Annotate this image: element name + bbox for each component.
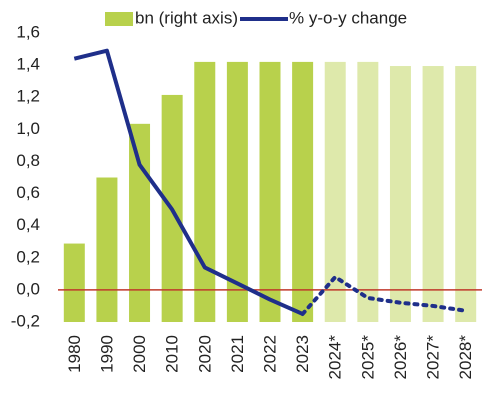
x-tick-label: 2021 [228, 335, 247, 373]
x-tick-label: 2025* [358, 335, 377, 380]
bar [194, 61, 216, 323]
y-tick-label: 0,6 [16, 183, 40, 202]
y-tick-label: 0,2 [16, 247, 40, 266]
x-tick-label: 2023 [293, 335, 312, 373]
bar [226, 61, 248, 323]
legend-label: % y-o-y change [289, 8, 407, 27]
x-tick-label: 2000 [130, 335, 149, 373]
x-tick-label: 1990 [97, 335, 116, 373]
x-tick-label: 2027* [424, 335, 443, 380]
x-tick-label: 1980 [65, 335, 84, 373]
bar [357, 61, 379, 323]
x-tick-label: 2028* [456, 335, 475, 380]
legend-swatch [105, 12, 133, 26]
y-tick-label: -0,2 [11, 311, 40, 330]
bar [455, 66, 477, 323]
x-tick-label: 2010 [163, 335, 182, 373]
x-tick-label: 2026* [391, 335, 410, 380]
bar [259, 61, 281, 323]
x-tick-label: 2020 [195, 335, 214, 373]
y-tick-label: 1,4 [16, 55, 40, 74]
bar [324, 61, 346, 323]
y-tick-label: 1,0 [16, 119, 40, 138]
legend-label: bn (right axis) [135, 8, 238, 27]
y-tick-label: 1,2 [16, 87, 40, 106]
bar [96, 177, 118, 322]
bar [422, 66, 444, 323]
x-tick-label: 2024* [326, 335, 345, 380]
bar [63, 243, 85, 322]
y-tick-label: 0,0 [16, 279, 40, 298]
y-tick-label: 0,4 [16, 215, 40, 234]
x-tick-label: 2022 [260, 335, 279, 373]
y-tick-label: 1,6 [16, 22, 40, 41]
bar [129, 123, 151, 322]
y-tick-label: 0,8 [16, 151, 40, 170]
bar [389, 66, 411, 323]
line-actual [73, 48, 304, 316]
bar [292, 61, 314, 323]
